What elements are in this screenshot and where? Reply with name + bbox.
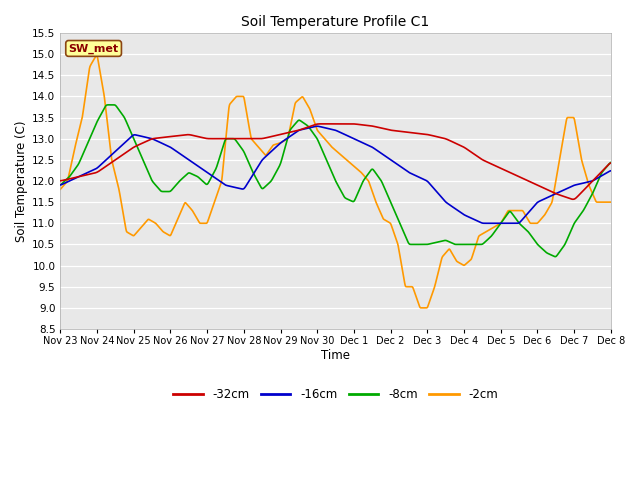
- Text: SW_met: SW_met: [68, 43, 118, 54]
- X-axis label: Time: Time: [321, 349, 350, 362]
- Y-axis label: Soil Temperature (C): Soil Temperature (C): [15, 120, 28, 242]
- Legend: -32cm, -16cm, -8cm, -2cm: -32cm, -16cm, -8cm, -2cm: [168, 384, 503, 406]
- Title: Soil Temperature Profile C1: Soil Temperature Profile C1: [241, 15, 429, 29]
